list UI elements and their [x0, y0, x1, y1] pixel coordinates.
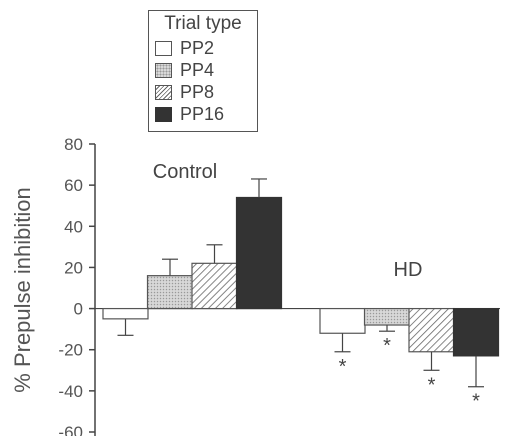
y-tick-label: -40 [58, 382, 83, 401]
group-label: HD [394, 259, 423, 281]
y-tick-label: -60 [58, 423, 83, 436]
bars: Control HD * * * * [102, 161, 500, 413]
bar-control-pp2 [102, 307, 149, 320]
legend-item-pp8: PP8 [155, 81, 251, 103]
significance-marker: * [428, 374, 436, 396]
legend-label-pp2: PP2 [180, 37, 215, 58]
y-tick-label: 60 [64, 176, 83, 195]
bar-hd-pp4 [363, 307, 411, 326]
legend: Trial type PP2 PP4 PP8 PP16 [148, 10, 258, 132]
legend-label-pp16: PP16 [180, 103, 225, 124]
legend-label-pp8: PP8 [180, 81, 215, 102]
y-tick-label: 40 [64, 217, 83, 236]
bar-hd-pp16 [452, 307, 500, 357]
legend-swatch-pp8 [155, 84, 172, 100]
y-tick-label: 20 [64, 258, 83, 277]
legend-item-pp16: PP16 [155, 103, 251, 125]
y-tick-label: -20 [58, 341, 83, 360]
significance-marker: * [472, 391, 480, 413]
bar-control-pp8 [191, 262, 238, 310]
bar-hd-pp8 [408, 307, 455, 353]
significance-marker: * [383, 335, 391, 357]
legend-swatch-pp16 [155, 106, 172, 122]
bar-control-pp4 [146, 275, 194, 310]
legend-title: Trial type [164, 13, 242, 34]
group-label: Control [153, 161, 217, 183]
legend-label-pp4: PP4 [180, 59, 215, 80]
y-axis-label: % Prepulse inhibition [10, 187, 35, 392]
y-tick-label: 0 [74, 300, 83, 319]
significance-marker: * [339, 356, 347, 378]
bar-hd-pp2 [319, 307, 366, 334]
y-tick-label: 80 [64, 135, 83, 154]
legend-item-pp2: PP2 [155, 37, 251, 59]
legend-item-pp4: PP4 [155, 59, 251, 81]
bar-control-pp16 [235, 196, 283, 310]
legend-swatch-pp2 [155, 40, 172, 56]
legend-swatch-pp4 [155, 62, 172, 78]
